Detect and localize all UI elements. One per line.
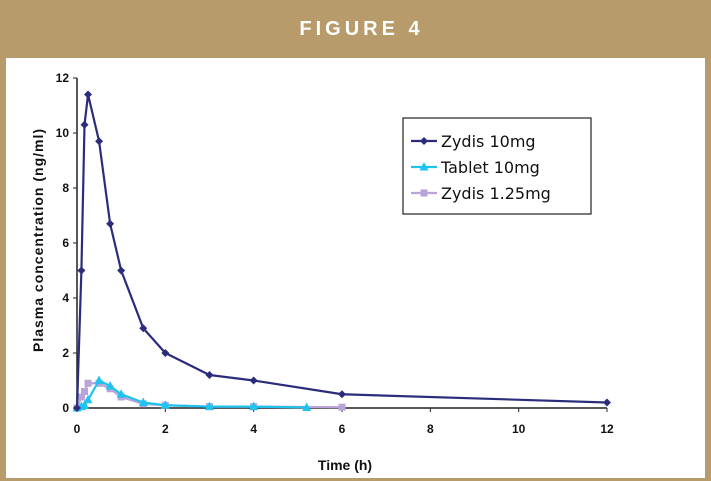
y-tick-label: 12	[56, 71, 70, 85]
data-point	[116, 389, 126, 398]
data-point	[249, 401, 259, 411]
data-point	[83, 394, 93, 404]
y-tick-label: 6	[62, 236, 69, 250]
x-tick-label: 2	[162, 422, 169, 436]
chart-legend: Zydis 10mg Tablet 10mg Zydis 1.25mg	[402, 117, 592, 215]
legend-item: Zydis 10mg	[411, 132, 536, 151]
data-point	[139, 324, 148, 333]
data-point	[117, 266, 126, 275]
x-tick-label: 4	[250, 422, 257, 436]
y-tick-label: 0	[62, 401, 69, 415]
data-point	[105, 381, 115, 390]
y-tick-label: 2	[62, 346, 69, 360]
data-point	[95, 137, 104, 146]
data-point	[249, 376, 258, 385]
y-tick-label: 10	[56, 126, 70, 140]
data-point	[77, 393, 85, 401]
y-axis-title: Plasma concentration (ng/ml)	[30, 128, 46, 352]
x-tick-label: 8	[427, 422, 434, 436]
data-point	[80, 400, 90, 409]
data-point	[94, 375, 104, 384]
figure-banner: FIGURE 4	[6, 0, 711, 58]
data-point	[84, 379, 92, 387]
data-point	[160, 400, 170, 409]
data-point	[106, 219, 115, 228]
figure-title: FIGURE 4	[299, 17, 424, 40]
x-tick-label: 0	[74, 422, 81, 436]
series-zydis-10mg	[73, 90, 611, 412]
legend-item: Tablet 10mg	[411, 158, 540, 177]
x-tick-label: 6	[339, 422, 346, 436]
data-point	[161, 349, 170, 357]
legend-label: Zydis 10mg	[441, 132, 536, 151]
data-point	[338, 403, 346, 411]
data-point	[80, 120, 89, 129]
legend-marker	[420, 137, 428, 145]
series-tablet-10mg	[72, 375, 312, 412]
legend-marker	[419, 162, 429, 171]
legend-item: Zydis 1.25mg	[411, 184, 551, 203]
data-point	[81, 388, 89, 395]
x-tick-label: 12	[600, 422, 614, 436]
x-tick-label: 10	[512, 422, 526, 436]
data-point	[77, 266, 86, 275]
data-point	[205, 371, 214, 379]
y-tick-label: 8	[62, 181, 69, 195]
y-tick-label: 4	[62, 291, 69, 305]
data-point	[302, 402, 312, 411]
legend-label: Tablet 10mg	[440, 158, 540, 177]
data-point	[205, 401, 214, 411]
data-point	[338, 390, 346, 399]
data-point	[138, 397, 148, 406]
data-point	[84, 90, 93, 99]
legend-marker	[420, 189, 428, 197]
x-axis-title: Time (h)	[318, 457, 372, 473]
chart-series	[72, 90, 611, 412]
data-point	[603, 398, 611, 407]
legend-label: Zydis 1.25mg	[441, 184, 551, 203]
data-point	[73, 404, 81, 412]
